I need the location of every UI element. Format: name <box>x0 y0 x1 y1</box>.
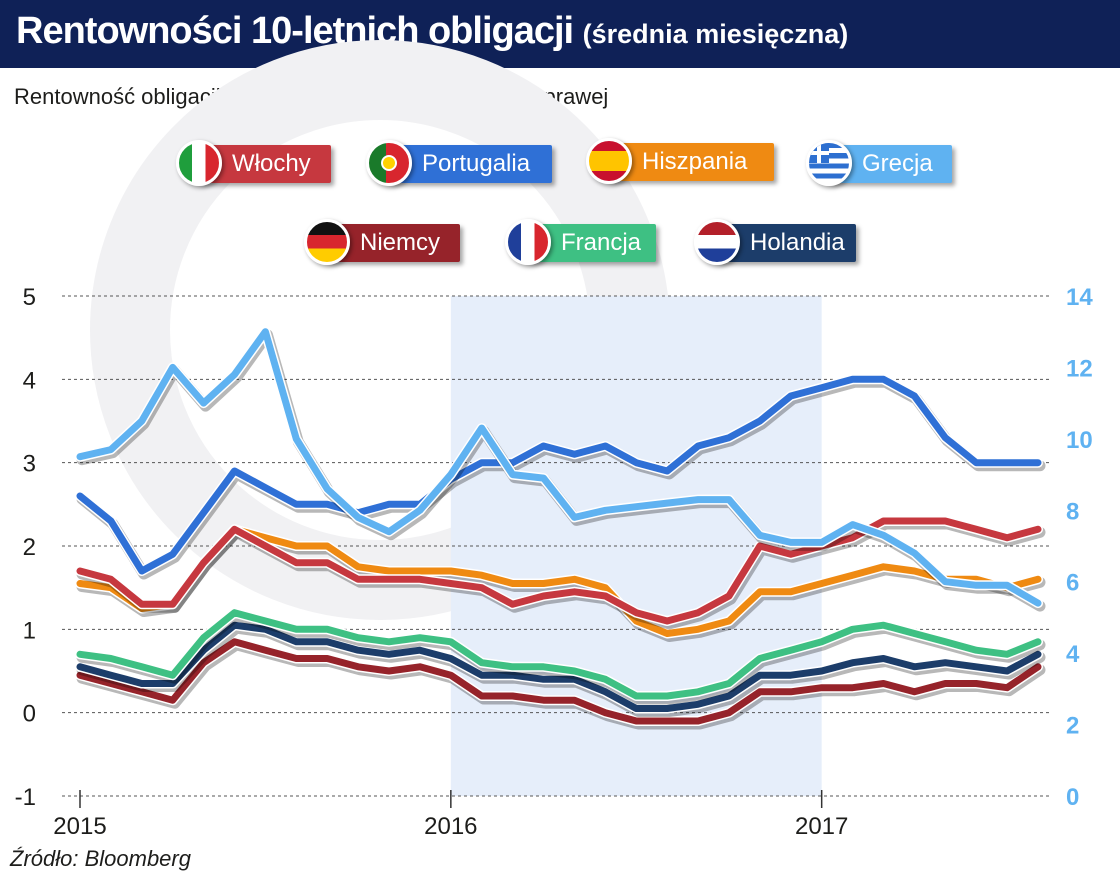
legend-item-portugalia: Portugalia <box>366 140 552 186</box>
series-holandia <box>75 620 1046 717</box>
y-right-tick-label: 0 <box>1066 784 1079 811</box>
legend-item-hiszpania: Hiszpania <box>586 138 774 184</box>
legend-label: Hiszpania <box>642 148 748 175</box>
series-line <box>76 638 1042 725</box>
series-line <box>76 328 1042 607</box>
legend-label: Portugalia <box>422 150 531 177</box>
y-left-tick-label: 5 <box>23 284 36 311</box>
series-francja <box>75 607 1046 705</box>
page-title-suffix: (średnia miesięczna) <box>582 19 849 49</box>
legend-item-niemcy: Niemcy <box>304 219 460 265</box>
legend-label: Niemcy <box>360 229 441 256</box>
header-bar: Rentowności 10-letnich obligacji (średni… <box>0 0 1120 68</box>
legend-label: Włochy <box>232 150 311 177</box>
x-tick-label: 2017 <box>795 813 848 840</box>
y-left-tick-label: 0 <box>23 701 36 728</box>
y-left-tick-label: 1 <box>23 617 36 644</box>
y-left-tick-label: -1 <box>15 784 36 811</box>
series-portugalia <box>75 374 1046 580</box>
it-flag-icon <box>176 140 222 186</box>
legend-swatch: Francja <box>527 224 656 262</box>
legend-item-holandia: Holandia <box>694 219 856 265</box>
pt-flag-icon <box>366 140 412 186</box>
legend-label: Grecja <box>862 150 933 177</box>
y-right-tick-label: 8 <box>1066 498 1079 525</box>
nl-flag-icon <box>694 219 740 265</box>
legend-item-francja: Francja <box>505 219 656 265</box>
legend-item-włochy: Włochy <box>176 140 331 186</box>
y-right-tick-label: 14 <box>1066 284 1093 311</box>
series-line <box>76 375 1042 575</box>
fr-flag-icon <box>505 219 551 265</box>
y-right-tick-label: 12 <box>1066 355 1093 382</box>
y-right-tick-label: 6 <box>1066 570 1079 597</box>
gr-flag-icon <box>806 140 852 186</box>
legend-item-grecja: Grecja <box>806 140 952 186</box>
legend-swatch: Portugalia <box>388 145 552 183</box>
source-note: Źródło: Bloomberg <box>10 846 191 871</box>
legend-label: Holandia <box>750 229 845 256</box>
de-flag-icon <box>304 219 350 265</box>
series-line <box>76 609 1042 700</box>
legend-swatch: Hiszpania <box>608 143 774 181</box>
series-grecja <box>75 326 1046 612</box>
es-flag-icon <box>586 138 632 184</box>
y-left-tick-label: 2 <box>23 534 36 561</box>
y-right-tick-label: 2 <box>1066 713 1079 740</box>
legend-label: Francja <box>561 229 642 256</box>
series-włochy <box>75 516 1046 630</box>
page-title: Rentowności 10-letnich obligacji (średni… <box>16 10 849 52</box>
series-line <box>76 621 1042 712</box>
x-tick-label: 2015 <box>53 813 106 840</box>
y-right-tick-label: 10 <box>1066 427 1093 454</box>
y-left-tick-label: 4 <box>23 367 36 394</box>
series-line <box>76 517 1042 625</box>
y-right-tick-label: 4 <box>1066 641 1080 668</box>
y-left-tick-label: 3 <box>23 451 36 478</box>
series-niemcy <box>75 636 1046 730</box>
x-tick-label: 2016 <box>424 813 477 840</box>
